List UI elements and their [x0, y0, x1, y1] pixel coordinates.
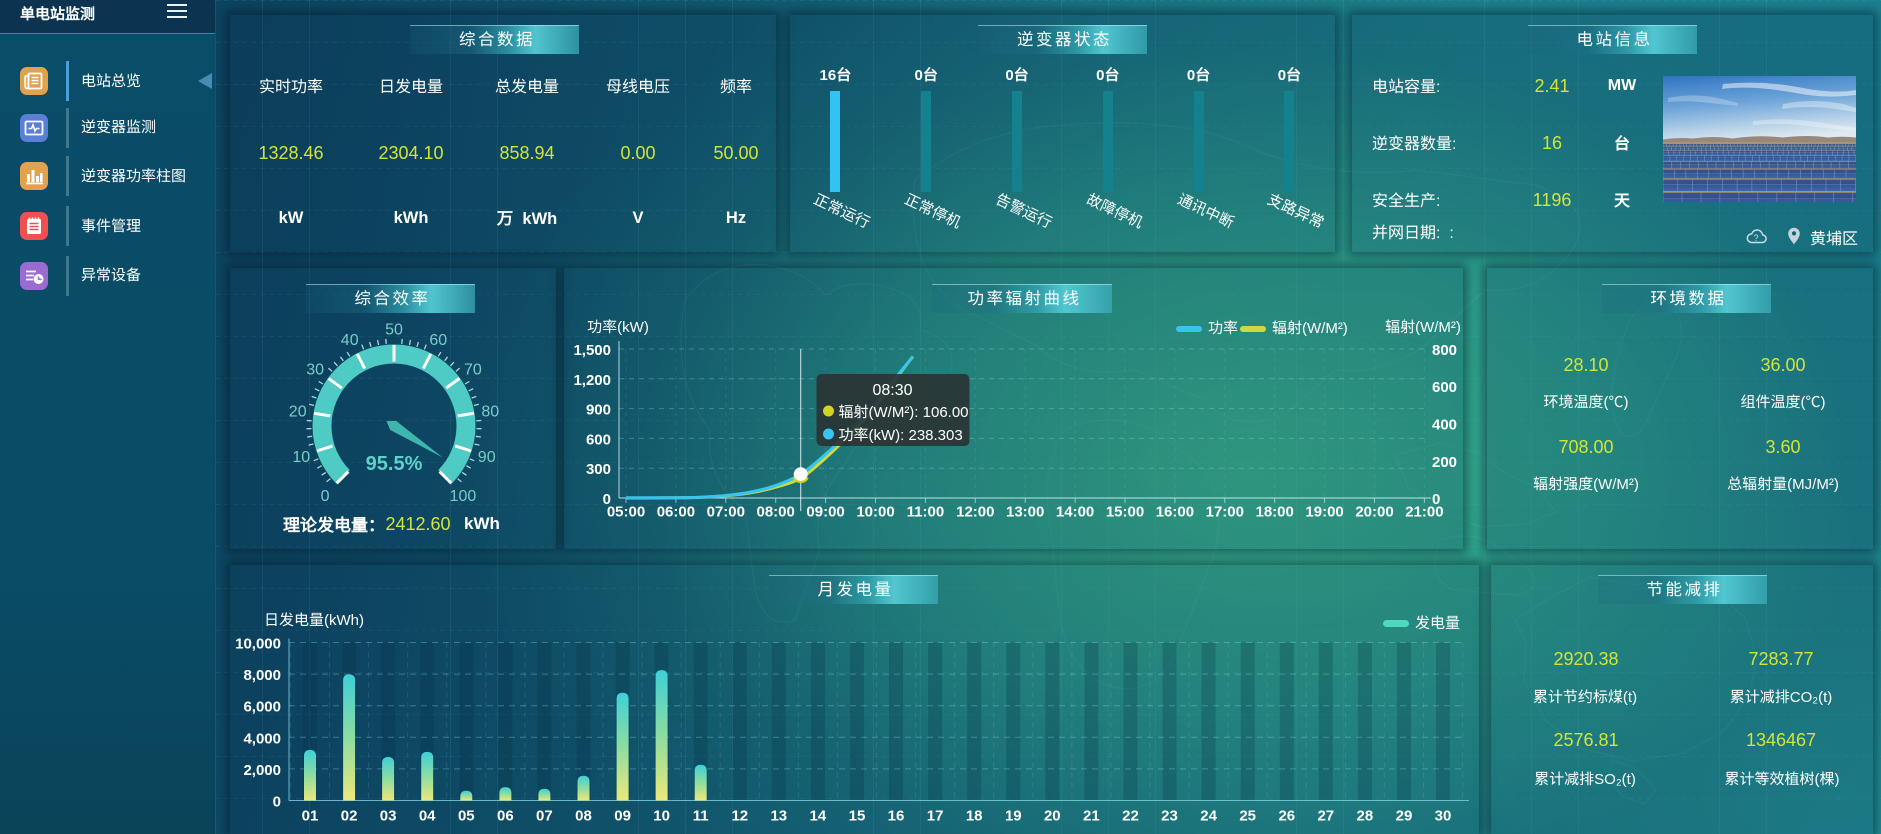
svg-text:15:00: 15:00 [1106, 504, 1144, 521]
svg-text:10:00: 10:00 [856, 504, 894, 521]
svg-text:15: 15 [849, 808, 866, 825]
svg-text:09:00: 09:00 [806, 504, 844, 521]
svg-text:0: 0 [1432, 491, 1440, 508]
svg-text:28: 28 [1357, 808, 1374, 825]
svg-text:0: 0 [273, 794, 281, 811]
svg-text:08: 08 [575, 808, 592, 825]
svg-text:70: 70 [464, 362, 482, 379]
svg-text:25: 25 [1239, 808, 1256, 825]
svg-text:?: ? [1753, 233, 1758, 243]
svg-text:21:00: 21:00 [1405, 504, 1443, 521]
svg-text:11:00: 11:00 [907, 504, 945, 521]
svg-text:功率: 功率 [1208, 320, 1238, 337]
svg-text:6,000: 6,000 [243, 699, 281, 716]
svg-text:30: 30 [1435, 808, 1452, 825]
svg-text:07:00: 07:00 [707, 504, 745, 521]
svg-text:10: 10 [292, 449, 310, 466]
svg-text:100: 100 [450, 488, 477, 505]
svg-text:06:00: 06:00 [657, 504, 695, 521]
svg-text:19: 19 [1005, 808, 1022, 825]
svg-text:功率(kW): 238.303: 功率(kW): 238.303 [839, 427, 963, 444]
svg-text:21: 21 [1083, 808, 1100, 825]
svg-text:1,500: 1,500 [573, 342, 611, 359]
svg-text:10: 10 [653, 808, 670, 825]
svg-text:10,000: 10,000 [235, 636, 281, 653]
svg-text:30: 30 [306, 362, 324, 379]
svg-text:05:00: 05:00 [607, 504, 645, 521]
svg-text:20: 20 [289, 404, 307, 421]
svg-text:辐射(W/M²): 辐射(W/M²) [1272, 320, 1348, 337]
svg-text:2,000: 2,000 [243, 762, 281, 779]
svg-text:17: 17 [927, 808, 944, 825]
svg-text:02: 02 [341, 808, 358, 825]
svg-text:04: 04 [419, 808, 436, 825]
svg-text:09: 09 [614, 808, 631, 825]
svg-text:20:00: 20:00 [1355, 504, 1393, 521]
svg-text:发电量: 发电量 [1415, 615, 1460, 632]
svg-text:23: 23 [1161, 808, 1178, 825]
svg-text:17:00: 17:00 [1206, 504, 1244, 521]
svg-text:功率(kW): 功率(kW) [587, 319, 649, 336]
svg-text:03: 03 [380, 808, 397, 825]
svg-text:14: 14 [810, 808, 827, 825]
svg-text:辐射(W/M²): 106.00: 辐射(W/M²): 106.00 [839, 404, 969, 421]
svg-text:01: 01 [302, 808, 319, 825]
svg-text:600: 600 [1432, 379, 1457, 396]
svg-text:4,000: 4,000 [243, 730, 281, 747]
svg-text:12:00: 12:00 [956, 504, 994, 521]
svg-text:06: 06 [497, 808, 514, 825]
svg-text:14:00: 14:00 [1056, 504, 1094, 521]
svg-text:0: 0 [321, 488, 330, 505]
svg-text:18:00: 18:00 [1256, 504, 1294, 521]
svg-text:20: 20 [1044, 808, 1061, 825]
svg-text:0: 0 [603, 491, 611, 508]
svg-text:800: 800 [1432, 342, 1457, 359]
svg-text:27: 27 [1317, 808, 1334, 825]
svg-text:90: 90 [478, 449, 496, 466]
svg-text:40: 40 [341, 332, 359, 349]
svg-text:12: 12 [731, 808, 748, 825]
svg-text:8,000: 8,000 [243, 667, 281, 684]
svg-text:13: 13 [770, 808, 787, 825]
svg-text:08:30: 08:30 [872, 382, 912, 399]
svg-text:19:00: 19:00 [1305, 504, 1343, 521]
svg-text:60: 60 [429, 332, 447, 349]
svg-text:18: 18 [966, 808, 983, 825]
svg-text:11: 11 [693, 808, 709, 825]
svg-text:08:00: 08:00 [757, 504, 795, 521]
svg-text:16: 16 [888, 808, 905, 825]
svg-text:900: 900 [586, 402, 611, 419]
svg-text:600: 600 [586, 431, 611, 448]
svg-text:05: 05 [458, 808, 475, 825]
svg-text:300: 300 [586, 461, 611, 478]
svg-text:辐射(W/M²): 辐射(W/M²) [1385, 319, 1461, 336]
svg-text:1,200: 1,200 [573, 372, 611, 389]
svg-text:400: 400 [1432, 417, 1457, 434]
svg-text:29: 29 [1396, 808, 1413, 825]
svg-text:日发电量(kWh): 日发电量(kWh) [264, 612, 364, 629]
svg-text:80: 80 [481, 404, 499, 421]
svg-text:07: 07 [536, 808, 553, 825]
svg-text:22: 22 [1122, 808, 1139, 825]
svg-text:200: 200 [1432, 454, 1457, 471]
svg-text:50: 50 [385, 322, 403, 339]
svg-text:24: 24 [1200, 808, 1217, 825]
svg-text:16:00: 16:00 [1156, 504, 1194, 521]
svg-text:13:00: 13:00 [1006, 504, 1044, 521]
svg-text:26: 26 [1278, 808, 1295, 825]
